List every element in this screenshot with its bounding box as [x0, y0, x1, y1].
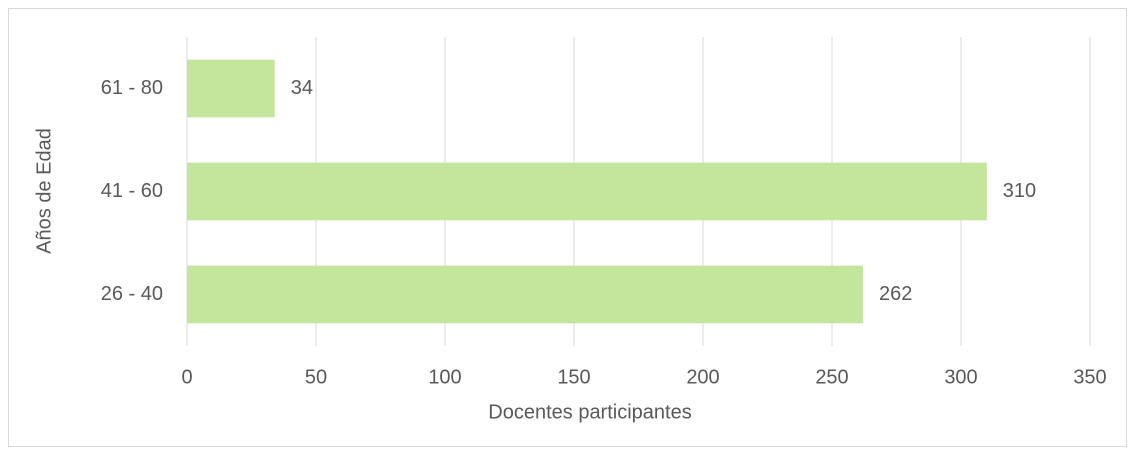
x-tick-label: 350	[1073, 366, 1106, 388]
x-tick-label: 100	[428, 366, 461, 388]
bar	[187, 59, 275, 118]
x-tick-label: 200	[686, 366, 719, 388]
value-label: 310	[1003, 180, 1036, 202]
x-axis-label: Docentes participantes	[488, 401, 691, 423]
x-tick-label: 300	[944, 366, 977, 388]
value-label: 262	[879, 283, 912, 305]
value-label: 34	[291, 77, 313, 99]
bar	[187, 265, 863, 324]
y-tick-label: 61 - 80	[101, 77, 163, 99]
x-tick-label: 250	[815, 366, 848, 388]
x-tick-label: 50	[305, 366, 327, 388]
y-axis-label: Años de Edad	[33, 128, 55, 254]
x-tick-label: 0	[181, 366, 192, 388]
bar	[187, 162, 987, 221]
y-tick-label: 41 - 60	[101, 180, 163, 202]
x-tick-label: 150	[557, 366, 590, 388]
y-tick-label: 26 - 40	[101, 283, 163, 305]
